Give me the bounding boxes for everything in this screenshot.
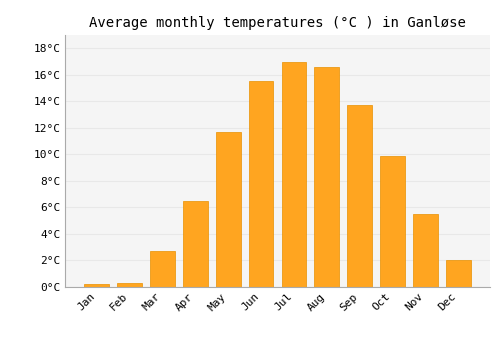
Bar (446, 260, 470, 287)
Bar (380, 156, 405, 287)
Bar (348, 105, 372, 287)
Bar (248, 82, 274, 287)
Bar (117, 283, 142, 287)
Bar (84, 284, 109, 287)
Title: Average monthly temperatures (°C ) in Ganløse: Average monthly temperatures (°C ) in Ga… (89, 16, 466, 30)
Bar (150, 251, 174, 287)
Bar (314, 67, 339, 287)
Bar (216, 132, 240, 287)
Bar (282, 62, 306, 287)
Bar (183, 201, 208, 287)
Bar (413, 214, 438, 287)
